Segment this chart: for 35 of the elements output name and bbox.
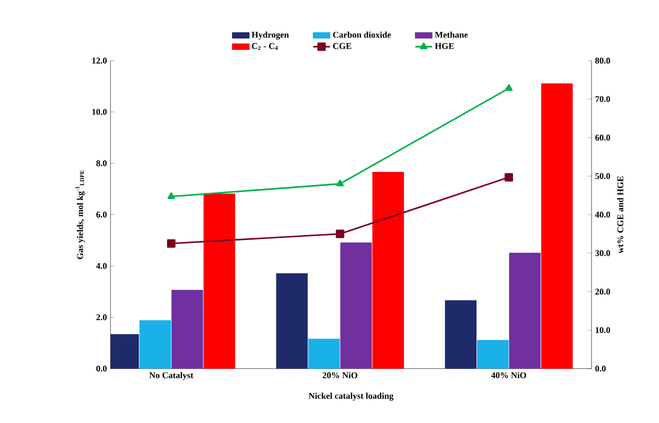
y2-tick-label: 0.0 (595, 365, 606, 372)
point (336, 179, 344, 186)
y2-tick-label: 40.0 (595, 211, 610, 218)
point (505, 84, 513, 91)
y2-tick-label: 60.0 (595, 134, 610, 140)
x-tick-label: 40% NiO (491, 372, 526, 378)
y2-tick-label: 10.0 (596, 326, 610, 333)
y-tick-label: 0.0 (96, 365, 107, 372)
point (168, 192, 175, 199)
y-tick-label: 2.0 (96, 314, 107, 320)
y2-tick-label: 50.0 (595, 172, 610, 179)
legend-label: Hydrogen (252, 31, 289, 40)
bar (276, 273, 308, 368)
legend-label: HGE (434, 42, 454, 49)
y2-axis-title: wt% CGE and HGE (617, 176, 624, 254)
y2-tick-label: 30.0 (595, 250, 610, 256)
x-tick-label: 20% NiO (322, 372, 358, 378)
y2-tick-label: 70.0 (596, 96, 610, 102)
y-tick-label: 12.0 (92, 57, 107, 64)
point (336, 229, 344, 238)
point (167, 239, 176, 248)
legend-label: Methane (434, 31, 468, 38)
y-tick-label: 4.0 (96, 262, 107, 269)
y-tick-label: 10.0 (92, 108, 107, 115)
legend-label: C$_{2}$ - C$_{4}$ (252, 42, 278, 50)
legend-label: CGE (333, 42, 352, 49)
point (504, 172, 514, 182)
bar (444, 300, 477, 368)
y-tick-label: 6.0 (96, 211, 107, 218)
y-tick-label: 8.0 (96, 160, 107, 166)
legend-label: Carbon dioxide (333, 31, 391, 38)
y2-tick-label: 20.0 (595, 288, 610, 294)
x-tick-label: No Catalyst (149, 372, 194, 380)
x-axis-title: Nickel catalyst loading (308, 392, 394, 401)
y2-tick-label: 80.0 (595, 57, 610, 64)
